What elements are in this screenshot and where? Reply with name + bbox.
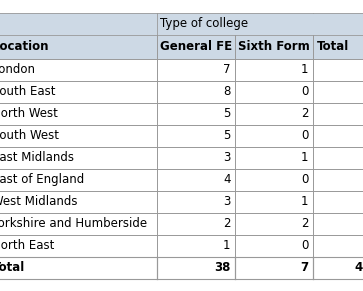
Text: 45: 45 <box>354 261 363 274</box>
Bar <box>0 35 156 58</box>
Bar <box>156 13 313 35</box>
Text: 1: 1 <box>301 195 309 208</box>
Text: North West: North West <box>0 107 58 120</box>
Text: Total: Total <box>0 261 25 274</box>
Bar <box>234 35 313 58</box>
Text: North East: North East <box>0 239 55 252</box>
Bar <box>234 212 313 235</box>
Text: 0: 0 <box>301 85 309 98</box>
Bar <box>156 235 234 256</box>
Bar <box>156 212 234 235</box>
Bar <box>0 102 156 125</box>
Text: Yorkshire and Humberside: Yorkshire and Humberside <box>0 217 148 230</box>
Text: 2: 2 <box>223 217 231 230</box>
Text: 4: 4 <box>223 173 231 186</box>
Text: East Midlands: East Midlands <box>0 151 74 164</box>
Bar <box>0 212 156 235</box>
Bar <box>234 58 313 81</box>
Bar <box>0 256 156 278</box>
Bar <box>313 256 363 278</box>
Text: South West: South West <box>0 129 60 142</box>
Bar <box>0 125 156 146</box>
Bar <box>234 235 313 256</box>
Text: 7: 7 <box>300 261 309 274</box>
Bar <box>313 235 363 256</box>
Bar <box>0 168 156 191</box>
Bar <box>234 102 313 125</box>
Text: 1: 1 <box>301 151 309 164</box>
Text: Sixth Form: Sixth Form <box>238 40 310 53</box>
Bar <box>0 58 156 81</box>
Text: East of England: East of England <box>0 173 85 186</box>
Bar <box>234 256 313 278</box>
Bar <box>0 146 156 168</box>
Bar <box>156 146 234 168</box>
Text: 8: 8 <box>223 85 231 98</box>
Bar <box>234 146 313 168</box>
Bar <box>313 58 363 81</box>
Bar <box>313 102 363 125</box>
Bar <box>313 191 363 212</box>
Bar <box>156 168 234 191</box>
Text: General FE: General FE <box>160 40 233 53</box>
Text: South East: South East <box>0 85 56 98</box>
Text: 3: 3 <box>223 195 231 208</box>
Bar <box>156 191 234 212</box>
Text: 1: 1 <box>223 239 231 252</box>
Bar <box>156 256 234 278</box>
Bar <box>156 102 234 125</box>
Bar <box>313 212 363 235</box>
Bar <box>313 13 363 35</box>
Bar <box>313 125 363 146</box>
Bar <box>313 168 363 191</box>
Bar <box>234 81 313 102</box>
Text: London: London <box>0 63 36 76</box>
Text: 3: 3 <box>223 151 231 164</box>
Text: 1: 1 <box>301 63 309 76</box>
Text: 5: 5 <box>223 107 231 120</box>
Text: Total: Total <box>317 40 349 53</box>
Bar <box>313 146 363 168</box>
Text: West Midlands: West Midlands <box>0 195 78 208</box>
Bar <box>0 235 156 256</box>
Text: Location: Location <box>0 40 49 53</box>
Bar <box>234 191 313 212</box>
Bar <box>234 168 313 191</box>
Bar <box>0 81 156 102</box>
Text: 38: 38 <box>214 261 231 274</box>
Bar <box>156 58 234 81</box>
Text: 0: 0 <box>301 129 309 142</box>
Bar <box>156 125 234 146</box>
Text: 0: 0 <box>301 173 309 186</box>
Bar <box>313 35 363 58</box>
Bar <box>0 191 156 212</box>
Text: 7: 7 <box>223 63 231 76</box>
Bar <box>234 125 313 146</box>
Bar <box>156 81 234 102</box>
Bar <box>156 35 234 58</box>
Text: Type of college: Type of college <box>160 17 249 30</box>
Text: 2: 2 <box>301 107 309 120</box>
Bar <box>313 81 363 102</box>
Text: 2: 2 <box>301 217 309 230</box>
Text: 0: 0 <box>301 239 309 252</box>
Text: 5: 5 <box>223 129 231 142</box>
Bar <box>0 13 156 35</box>
